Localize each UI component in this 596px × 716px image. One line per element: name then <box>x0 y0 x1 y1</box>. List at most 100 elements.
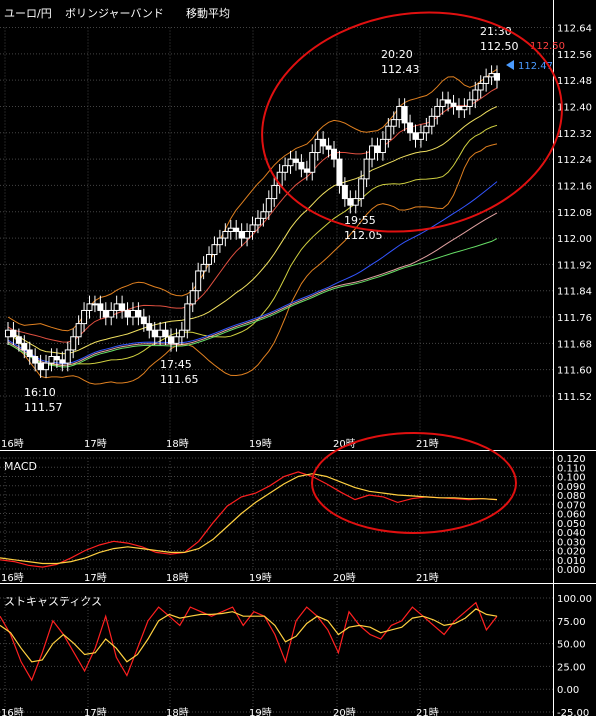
indicator-tick-label: 0.030 <box>557 537 586 548</box>
time-tick-label: 19時 <box>249 707 272 716</box>
candle-body <box>108 309 115 318</box>
candle-body <box>48 356 55 364</box>
annotation-value: 111.65 <box>160 373 199 386</box>
macd-lines <box>0 471 498 568</box>
candle-body <box>407 122 414 134</box>
highlight-circle-macd <box>311 432 517 534</box>
indicator-tick-label: 0.090 <box>557 482 586 493</box>
macd-title: MACD <box>4 460 37 473</box>
time-tick-label: 20時 <box>333 707 356 716</box>
price-tick-label: 112.08 <box>557 208 592 219</box>
price-tick-label: 112.16 <box>557 181 592 192</box>
price-tick-label: 111.92 <box>557 260 592 271</box>
main-grid <box>0 0 554 716</box>
macd-grid <box>0 457 553 570</box>
time-tick-label: 16時 <box>1 707 24 716</box>
candle-body <box>374 145 381 154</box>
candle-body <box>200 263 207 272</box>
moving-average-fast-line <box>7 181 498 365</box>
candle-body <box>271 184 278 200</box>
current-ask-label: 112.47 <box>518 61 553 72</box>
moving-average-mid-line <box>7 212 498 366</box>
price-tick-label: 112.32 <box>557 129 592 140</box>
candle-body <box>238 230 245 239</box>
candle-body <box>86 303 93 311</box>
stoch-lines <box>0 601 498 682</box>
candle-body <box>173 336 180 344</box>
indicator-tick-label: 0.010 <box>557 556 586 567</box>
bollinger-bands <box>7 68 498 385</box>
candle-body <box>244 230 251 239</box>
candle-body <box>227 227 234 232</box>
candle-body <box>466 99 473 107</box>
time-tick-label: 18時 <box>166 707 189 716</box>
candle-body <box>184 303 191 331</box>
candle-body <box>91 303 98 306</box>
candle-body <box>428 115 435 127</box>
indicator-bollinger: ボリンジャーバンド <box>65 7 164 20</box>
indicator-tick-label: 100.00 <box>557 594 592 605</box>
candle-body <box>15 336 22 344</box>
candle-body <box>189 290 196 305</box>
candle-body <box>113 303 120 311</box>
candle-body <box>265 198 272 213</box>
candle-body <box>341 184 348 200</box>
time-tick-label: 16時 <box>1 572 24 584</box>
candle-body <box>59 359 66 364</box>
annotation-value: 112.43 <box>381 63 420 76</box>
candle-body <box>363 158 370 180</box>
annotation-value: 111.57 <box>24 401 63 414</box>
candle-body <box>320 138 327 147</box>
candle-body <box>412 132 419 140</box>
candle-body <box>43 362 50 371</box>
indicator-tick-label: 0.060 <box>557 510 586 521</box>
candle-body <box>233 227 240 232</box>
candle-body <box>53 356 60 361</box>
price-tick-label: 111.84 <box>557 287 592 298</box>
indicator-series-line-0 <box>0 601 498 682</box>
candle-body <box>168 336 174 344</box>
candle-body <box>472 89 479 101</box>
candle-body <box>216 237 223 246</box>
stoch-axis: -25.00 0.00 25.00 50.00 75.00 100.00 <box>557 594 592 716</box>
candle-body <box>81 309 88 325</box>
time-tick-label: 18時 <box>166 572 189 584</box>
candle-body <box>445 99 452 104</box>
candle-body <box>178 329 185 338</box>
candle-body <box>260 211 267 219</box>
candle-body <box>423 125 430 134</box>
indicator-tick-label: 0.100 <box>557 473 586 484</box>
annotation-time: 19:55 <box>344 214 376 227</box>
candle-body <box>287 158 294 167</box>
bollinger-lower-2-line <box>7 143 498 385</box>
candle-body <box>129 309 136 318</box>
time-tick-label: 18時 <box>166 438 189 450</box>
time-tick-label: 20時 <box>333 438 356 450</box>
candle-body <box>396 105 403 121</box>
time-tick-label: 21時 <box>416 438 439 450</box>
indicator-tick-label: 0.080 <box>557 491 586 502</box>
time-tick-label: 19時 <box>249 438 272 450</box>
candle-body <box>32 356 39 364</box>
time-axis-stoch: 16時 17時 18時 19時 20時 21時 <box>1 707 439 716</box>
candle-body <box>325 145 332 150</box>
highlight-circle-price <box>261 11 563 233</box>
annotation-time: 16:10 <box>24 386 56 399</box>
indicator-tick-label: 0.000 <box>557 565 586 576</box>
indicator-tick-label: 0.020 <box>557 547 586 558</box>
indicator-tick-label: 0.050 <box>557 519 586 530</box>
indicator-tick-label: 25.00 <box>557 662 586 673</box>
indicator-series-line-1 <box>0 608 498 663</box>
indicator-tick-label: 0.110 <box>557 463 586 474</box>
moving-average-slow-line <box>7 238 498 368</box>
price-annotations: 16:10 111.57 17:45 111.65 19:55 112.05 20:20 11… <box>24 25 519 414</box>
candle-body <box>37 362 44 371</box>
price-axis: 111.52 111.60 111.68 111.76 111.84 111.92 112.… <box>557 24 592 404</box>
candle-body <box>483 76 490 84</box>
time-tick-label: 16時 <box>1 438 24 450</box>
price-tick-label: 112.64 <box>557 24 592 35</box>
candle-body <box>249 224 256 232</box>
candle-body <box>282 165 289 173</box>
time-tick-label: 20時 <box>333 572 356 584</box>
candle-body <box>439 99 446 107</box>
